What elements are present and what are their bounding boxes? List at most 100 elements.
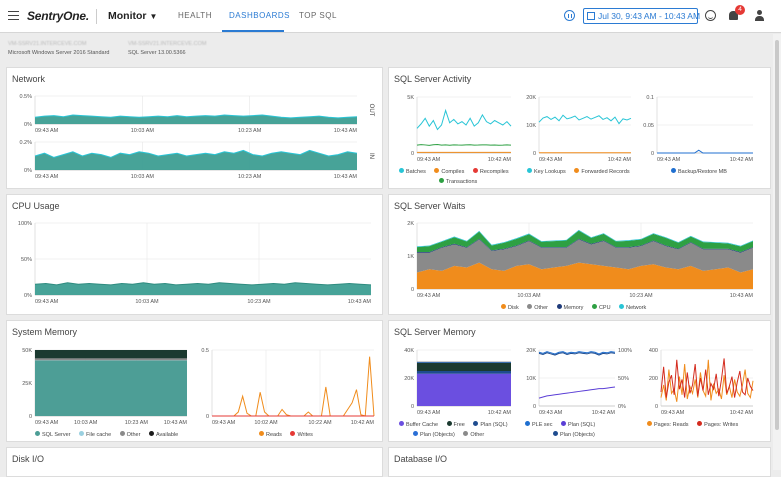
stacked-area-other [35,358,187,360]
x-tick-label: 09:43 AM [35,174,59,180]
legend-item: Memory [557,305,584,311]
legend-activity-1b: Transactions [439,178,484,185]
y2-tick-label: 0% [618,404,626,410]
stacked-area-sql-server [35,361,187,416]
legend-item: Other [527,305,548,311]
y-tick-label: 0 [411,287,414,293]
legend-item: File cache [79,432,111,438]
legend-item: PLE sec [525,422,552,428]
scrollbar-thumb[interactable] [775,40,779,430]
legend-item: Plan (Objects) [553,432,595,438]
tab-health[interactable]: HEALTH [178,11,212,20]
y-tick-label: 0.1 [646,95,654,101]
y-tick-label: 0% [24,122,32,128]
y-tick-label: 20K [526,95,536,101]
area-series [35,150,357,170]
legend-sqlmem-2: PLE sec Plan (SQL) [525,421,602,428]
y-tick-label: 0 [411,151,414,157]
legend-sqlmem-1: Buffer Cache Free Plan (SQL) [399,421,515,428]
logo[interactable]: SentryOne. [27,9,89,23]
y-tick-label: 400 [649,348,658,354]
legend-activity-1: Batches Compiles Recompiles [399,168,516,175]
legend-waits: Disk Other Memory CPU Network [501,304,653,311]
legend-item: Free [447,422,465,428]
y-tick-label: 0 [206,414,209,420]
x-tick-label: 09:43 AM [417,410,441,416]
active-tab-indicator [222,30,284,32]
server-info-bar: VM-SSRV21.INTERCEVE.COM Microsoft Window… [0,34,772,63]
x-tick-label: 10:22 AM [308,420,332,426]
legend-item: Plan (SQL) [473,422,507,428]
y-tick-label: 0.2% [19,140,32,146]
x-tick-label: 10:03 AM [135,299,159,305]
x-tick-label: 10:42 AM [488,410,512,416]
server-name: VM-SSRV21.INTERCEVE.COM [128,41,206,47]
y-tick-label: 0 [655,404,658,410]
legend-item: Buffer Cache [399,422,438,428]
pause-icon[interactable] [564,10,575,21]
product-dropdown[interactable]: Monitor▼ [108,10,157,22]
legend-item: Backup/Restore MB [671,169,727,175]
x-tick-label: 10:43 AM [348,299,372,305]
y2-tick-label: 100% [618,348,632,354]
x-tick-label: 09:43 AM [417,293,441,299]
y-tick-label: 0 [533,404,536,410]
stacked-area-available [35,350,187,358]
legend-sqlmem-2b: Plan (Objects) [553,431,602,438]
date-range-text: Jul 30, 9:43 AM - 10:43 AM [598,11,700,21]
legend-item: Plan (Objects) [413,432,455,438]
calendar-icon [587,12,595,20]
y-tick-label: 0.05 [643,123,654,129]
x-tick-label: 10:43 AM [334,174,358,180]
x-tick-label: 09:43 AM [35,420,59,426]
legend-item: Pages: Reads [647,422,689,428]
legend-sysmem-2: Reads Writes [259,431,320,438]
legend-item: Transactions [439,179,477,185]
y-tick-label: 0.5% [19,94,32,100]
tab-dashboards[interactable]: DASHBOARDS [229,11,290,20]
smiley-icon[interactable] [705,10,716,21]
y-tick-label: 0 [651,151,654,157]
divider [96,9,97,24]
x-tick-label: 10:42 AM [592,410,616,416]
x-tick-label: 09:43 AM [212,420,236,426]
y-tick-label: 40K [404,348,414,354]
x-tick-label: 10:42 AM [351,420,375,426]
stacked-area-buffer-cache [417,374,511,406]
legend-item: Other [463,432,484,438]
menu-icon[interactable] [8,11,19,20]
user-icon[interactable] [754,10,765,22]
y-tick-label: 25K [22,381,32,387]
tab-top-sql[interactable]: TOP SQL [299,11,337,20]
legend-item: Compiles [434,169,464,175]
legend-item: Batches [399,169,426,175]
line-series-transactions [417,144,511,145]
legend-activity-3: Backup/Restore MB [671,168,734,175]
top-bar: SentryOne. Monitor▼ HEALTH DASHBOARDS TO… [0,0,781,33]
x-tick-label: 10:03 AM [131,128,155,134]
x-tick-label: 10:23 AM [247,299,271,305]
line-series-plan-sql- [539,387,615,398]
legend-item: Recompiles [473,169,509,175]
legend-item: Pages: Writes [697,422,738,428]
x-tick-label: 10:03 AM [517,293,541,299]
y-tick-label: 0 [29,414,32,420]
y2-tick-label: 50% [618,376,629,382]
line-series-reads [212,357,374,416]
y-tick-label: 100% [18,221,32,227]
y-tick-label: 0% [24,168,32,174]
x-tick-label: 10:43 AM [334,128,358,134]
legend-sqlmem-1b: Plan (Objects) Other [413,431,491,438]
x-tick-label: 10:42 AM [608,157,632,163]
date-range-picker[interactable]: Jul 30, 9:43 AM - 10:43 AM [583,8,698,24]
y-tick-label: 2K [407,221,414,227]
y-tick-label: 0 [411,404,414,410]
legend-item: Reads [259,432,282,438]
y-tick-label: 20K [404,376,414,382]
server-version: SQL Server 13.00.5366 [128,50,186,56]
